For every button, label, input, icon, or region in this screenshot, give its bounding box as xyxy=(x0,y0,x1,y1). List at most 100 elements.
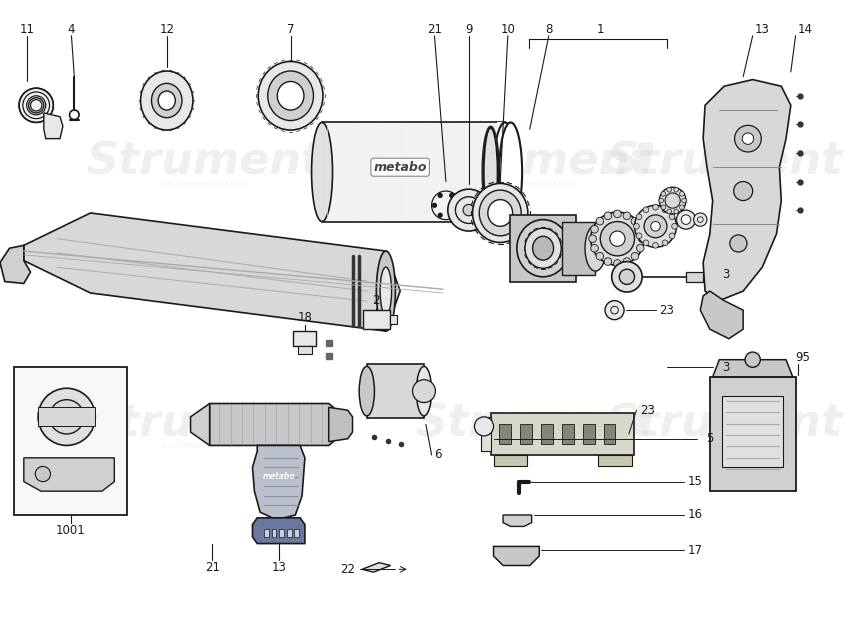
Text: 5: 5 xyxy=(706,433,714,445)
Circle shape xyxy=(680,205,685,210)
Bar xyxy=(322,123,505,222)
Circle shape xyxy=(661,205,666,210)
Bar xyxy=(367,364,424,418)
Circle shape xyxy=(659,198,663,203)
Text: 95: 95 xyxy=(795,351,810,364)
Circle shape xyxy=(650,222,661,231)
Ellipse shape xyxy=(360,366,374,416)
Text: 22: 22 xyxy=(341,563,355,576)
Circle shape xyxy=(631,217,638,225)
Bar xyxy=(294,529,299,537)
Text: 14: 14 xyxy=(798,23,813,36)
Circle shape xyxy=(438,193,442,197)
Circle shape xyxy=(35,466,51,481)
Bar xyxy=(562,222,595,275)
Bar xyxy=(498,123,505,222)
Ellipse shape xyxy=(258,61,323,130)
Ellipse shape xyxy=(482,126,499,218)
Text: 8: 8 xyxy=(545,23,553,36)
Bar xyxy=(510,215,577,282)
Text: 3: 3 xyxy=(722,269,729,282)
Circle shape xyxy=(589,235,596,242)
Circle shape xyxy=(665,193,680,208)
Ellipse shape xyxy=(158,91,175,110)
Circle shape xyxy=(637,244,644,252)
Text: metabo: metabo xyxy=(373,161,427,174)
Circle shape xyxy=(601,222,635,256)
Text: 7: 7 xyxy=(287,23,294,36)
Ellipse shape xyxy=(416,366,432,416)
Polygon shape xyxy=(713,360,793,377)
Text: Strument: Strument xyxy=(87,141,323,184)
Circle shape xyxy=(613,210,621,218)
Bar xyxy=(598,455,631,466)
Text: Strument: Strument xyxy=(415,141,652,184)
Circle shape xyxy=(674,187,679,192)
Circle shape xyxy=(638,235,646,242)
Bar xyxy=(264,529,269,537)
Text: 4: 4 xyxy=(68,23,76,36)
Circle shape xyxy=(590,212,644,265)
Bar xyxy=(390,315,397,324)
Text: 21: 21 xyxy=(205,561,220,574)
Polygon shape xyxy=(704,80,791,300)
Ellipse shape xyxy=(499,123,523,222)
Polygon shape xyxy=(24,213,400,331)
Circle shape xyxy=(653,204,658,210)
Bar xyxy=(363,310,390,329)
Text: 23: 23 xyxy=(640,404,656,417)
Bar xyxy=(293,331,317,346)
Text: Strument: Strument xyxy=(415,403,652,446)
Text: metabo: metabo xyxy=(263,473,295,481)
Circle shape xyxy=(463,204,474,216)
Bar xyxy=(686,272,704,282)
Circle shape xyxy=(590,244,598,252)
Circle shape xyxy=(644,207,649,213)
Circle shape xyxy=(636,233,642,239)
Circle shape xyxy=(450,213,454,217)
Ellipse shape xyxy=(268,71,313,121)
Polygon shape xyxy=(493,546,540,565)
Ellipse shape xyxy=(517,220,569,277)
Circle shape xyxy=(672,223,678,229)
Circle shape xyxy=(474,417,493,436)
Text: ИНСТРУМЕНТЫ  СЕРВИС: ИНСТРУМЕНТЫ СЕРВИС xyxy=(491,182,577,187)
Text: 23: 23 xyxy=(660,304,674,317)
Text: 15: 15 xyxy=(688,475,703,488)
Circle shape xyxy=(669,214,675,220)
Polygon shape xyxy=(257,446,281,468)
Polygon shape xyxy=(329,408,353,441)
Text: 18: 18 xyxy=(298,311,312,324)
Circle shape xyxy=(633,223,639,229)
Bar xyxy=(604,424,615,444)
Circle shape xyxy=(38,388,95,446)
Circle shape xyxy=(680,192,685,196)
Polygon shape xyxy=(362,563,390,572)
Circle shape xyxy=(682,198,686,203)
Circle shape xyxy=(19,88,53,123)
Circle shape xyxy=(619,269,635,284)
Bar xyxy=(491,413,633,455)
Bar xyxy=(15,367,127,515)
Circle shape xyxy=(613,260,621,267)
Circle shape xyxy=(745,352,760,367)
Bar xyxy=(271,529,276,537)
Bar xyxy=(481,417,491,451)
Text: 11: 11 xyxy=(19,23,34,36)
Polygon shape xyxy=(252,518,305,543)
Circle shape xyxy=(653,242,658,249)
Ellipse shape xyxy=(377,251,396,331)
Ellipse shape xyxy=(277,81,304,110)
Text: 16: 16 xyxy=(688,508,703,521)
Circle shape xyxy=(631,252,638,260)
Text: 17: 17 xyxy=(688,544,703,557)
Bar xyxy=(499,424,511,444)
Text: ИНСТРУМЕНТЫ  СЕРВИС: ИНСТРУМЕНТЫ СЕРВИС xyxy=(491,443,577,449)
Circle shape xyxy=(667,209,672,214)
Ellipse shape xyxy=(585,225,606,271)
Bar xyxy=(287,529,292,537)
Circle shape xyxy=(59,409,75,424)
Text: 6: 6 xyxy=(434,448,442,461)
Bar xyxy=(520,424,532,444)
Text: 9: 9 xyxy=(465,23,473,36)
